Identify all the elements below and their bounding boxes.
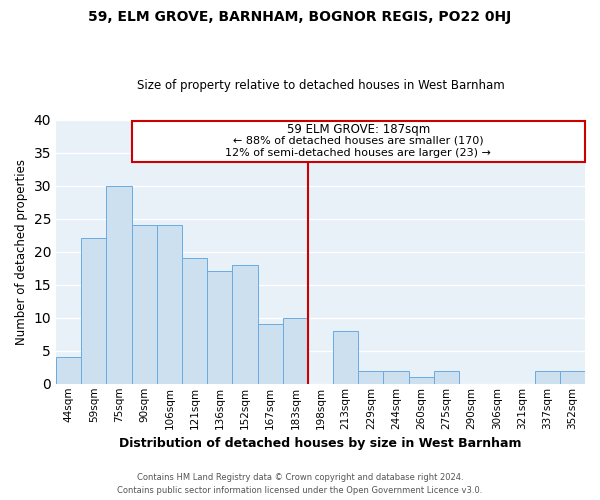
Bar: [409, 377, 434, 384]
FancyBboxPatch shape: [131, 121, 585, 162]
Bar: [157, 225, 182, 384]
Bar: [535, 370, 560, 384]
Bar: [283, 318, 308, 384]
Text: 59 ELM GROVE: 187sqm: 59 ELM GROVE: 187sqm: [287, 123, 430, 136]
X-axis label: Distribution of detached houses by size in West Barnham: Distribution of detached houses by size …: [119, 437, 522, 450]
Text: 59, ELM GROVE, BARNHAM, BOGNOR REGIS, PO22 0HJ: 59, ELM GROVE, BARNHAM, BOGNOR REGIS, PO…: [88, 10, 512, 24]
Bar: [81, 238, 106, 384]
Title: Size of property relative to detached houses in West Barnham: Size of property relative to detached ho…: [137, 79, 505, 92]
Bar: [257, 324, 283, 384]
Y-axis label: Number of detached properties: Number of detached properties: [15, 158, 28, 344]
Bar: [131, 225, 157, 384]
Bar: [560, 370, 585, 384]
Bar: [182, 258, 207, 384]
Text: Contains HM Land Registry data © Crown copyright and database right 2024.
Contai: Contains HM Land Registry data © Crown c…: [118, 474, 482, 495]
Bar: [333, 331, 358, 384]
Text: ← 88% of detached houses are smaller (170): ← 88% of detached houses are smaller (17…: [233, 136, 484, 145]
Bar: [434, 370, 459, 384]
Bar: [232, 265, 257, 384]
Bar: [358, 370, 383, 384]
Bar: [106, 186, 131, 384]
Bar: [207, 272, 232, 384]
Bar: [383, 370, 409, 384]
Bar: [56, 358, 81, 384]
Text: 12% of semi-detached houses are larger (23) →: 12% of semi-detached houses are larger (…: [226, 148, 491, 158]
